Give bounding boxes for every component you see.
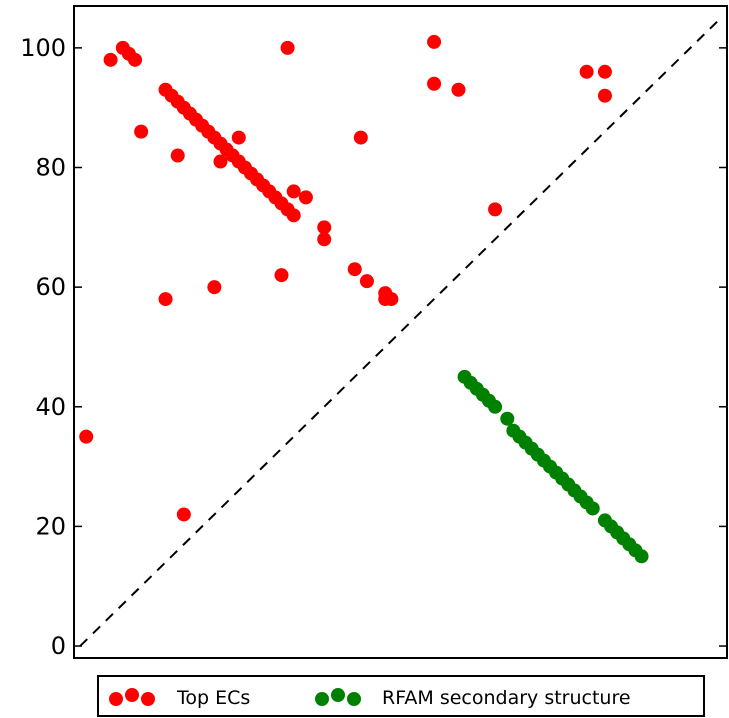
y-axis-ticks: 0 20 40 60 80 100: [20, 34, 727, 660]
legend-dot: [125, 688, 139, 702]
point-top-ecs: [286, 184, 301, 199]
point-top-ecs: [597, 88, 612, 103]
point-top-ecs: [134, 124, 149, 139]
y-tick-label: 20: [35, 512, 66, 540]
legend-dot: [315, 692, 329, 706]
legend-dot: [109, 692, 123, 706]
y-tick-label: 40: [35, 393, 66, 421]
point-top-ecs: [213, 154, 228, 169]
legend-marker-rfam: [315, 688, 361, 706]
point-rfam: [500, 411, 515, 426]
point-top-ecs: [597, 64, 612, 79]
point-top-ecs: [317, 232, 332, 247]
point-top-ecs: [207, 280, 222, 295]
data-points: [79, 34, 649, 564]
point-top-ecs: [427, 76, 442, 91]
point-top-ecs: [298, 190, 313, 205]
legend-marker-top-ecs: [109, 688, 155, 706]
point-top-ecs: [274, 268, 289, 283]
y-tick-label: 100: [20, 34, 66, 62]
point-top-ecs: [347, 262, 362, 277]
point-top-ecs: [231, 130, 246, 145]
point-top-ecs: [103, 52, 118, 67]
legend-frame: [97, 675, 705, 717]
point-top-ecs: [451, 82, 466, 97]
point-top-ecs: [176, 507, 191, 522]
point-top-ecs: [170, 148, 185, 163]
y-tick-label: 0: [51, 632, 66, 660]
point-top-ecs: [384, 292, 399, 307]
point-top-ecs: [427, 34, 442, 49]
point-top-ecs: [488, 202, 503, 217]
y-tick-label: 60: [35, 273, 66, 301]
point-top-ecs: [79, 429, 94, 444]
legend-dot: [141, 692, 155, 706]
y-tick-label: 80: [35, 154, 66, 182]
legend-dot: [331, 688, 345, 702]
point-top-ecs: [128, 52, 143, 67]
point-rfam: [488, 399, 503, 414]
point-top-ecs: [158, 292, 173, 307]
point-rfam: [585, 501, 600, 516]
point-top-ecs: [579, 64, 594, 79]
point-top-ecs: [280, 40, 295, 55]
legend: Top ECs RFAM secondary structure: [97, 675, 705, 717]
point-top-ecs: [353, 130, 368, 145]
legend-label-rfam: RFAM secondary structure: [382, 687, 631, 709]
point-rfam: [634, 549, 649, 564]
point-top-ecs: [317, 220, 332, 235]
legend-dot: [347, 692, 361, 706]
diagonal-reference-line: [79, 17, 722, 647]
point-top-ecs: [359, 274, 374, 289]
plot-frame: [73, 5, 728, 659]
legend-label-top-ecs: Top ECs: [176, 687, 250, 709]
point-top-ecs: [286, 208, 301, 223]
